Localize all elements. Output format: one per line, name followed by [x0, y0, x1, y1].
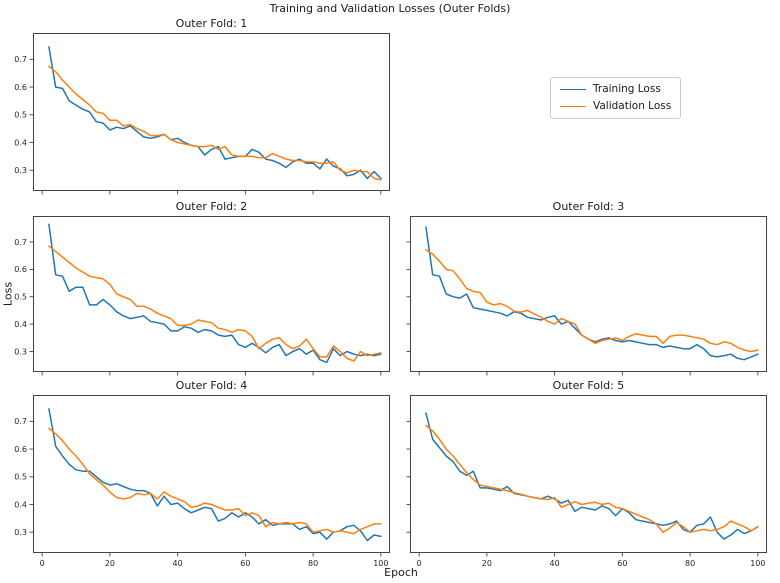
- subplot-4-title: Outer Fold: 4: [175, 379, 248, 392]
- svg-text:0.7: 0.7: [14, 238, 27, 247]
- subplot-outer-fold-2: Outer Fold: 2 0.3 0.4 0.5 0.6 0.7: [14, 200, 390, 376]
- svg-text:20: 20: [482, 559, 492, 568]
- svg-text:0.6: 0.6: [14, 83, 27, 92]
- svg-text:0.6: 0.6: [14, 265, 27, 274]
- subplot-outer-fold-5: Outer Fold: 5 0 20 40 60 80 100: [406, 379, 767, 568]
- legend-label-training-loss: Training Loss: [593, 83, 661, 95]
- svg-text:0: 0: [417, 559, 422, 568]
- svg-text:0: 0: [40, 559, 45, 568]
- svg-text:40: 40: [173, 559, 183, 568]
- svg-text:0.5: 0.5: [14, 473, 27, 482]
- x-axis-label: Epoch: [384, 566, 418, 579]
- legend-label-validation-loss: Validation Loss: [593, 100, 672, 112]
- svg-text:0.3: 0.3: [14, 347, 27, 356]
- svg-text:20: 20: [105, 559, 115, 568]
- subplot-3-title: Outer Fold: 3: [552, 200, 625, 213]
- training-loss-line: [48, 408, 382, 542]
- svg-text:100: 100: [373, 559, 388, 568]
- svg-text:0.4: 0.4: [14, 500, 27, 509]
- subplot-2-title: Outer Fold: 2: [175, 200, 248, 213]
- svg-text:60: 60: [617, 559, 627, 568]
- figure-title: Training and Validation Losses (Outer Fo…: [269, 2, 511, 15]
- training-loss-line: [425, 226, 759, 361]
- svg-text:0.3: 0.3: [14, 528, 27, 537]
- validation-loss-line: [425, 424, 759, 533]
- legend-item-training-loss: Training Loss: [560, 83, 671, 95]
- svg-text:100: 100: [750, 559, 765, 568]
- svg-text:80: 80: [685, 559, 695, 568]
- training-loss-line: [48, 223, 382, 364]
- subplot-outer-fold-3: Outer Fold: 3: [406, 200, 767, 376]
- svg-text:0.7: 0.7: [14, 417, 27, 426]
- validation-loss-line-swatch: [560, 105, 586, 107]
- subplot-5-plot-area: 0 20 40 60 80 100: [406, 395, 767, 568]
- subplot-outer-fold-1: Outer Fold: 1 0.3 0.4 0.5 0.6 0.7: [14, 17, 390, 195]
- legend-item-validation-loss: Validation Loss: [560, 100, 671, 112]
- svg-text:40: 40: [550, 559, 560, 568]
- svg-text:0.4: 0.4: [14, 138, 27, 147]
- svg-text:0.6: 0.6: [14, 445, 27, 454]
- validation-loss-line: [48, 65, 382, 181]
- subplot-4-plot-area: 0 20 40 60 80 100 0.3 0.4 0.5 0.6 0.7: [14, 395, 390, 568]
- y-axis-label: Loss: [1, 281, 15, 307]
- svg-text:80: 80: [308, 559, 318, 568]
- training-loss-line: [425, 412, 759, 540]
- legend: Training Loss Validation Loss: [550, 77, 682, 119]
- svg-text:0.5: 0.5: [14, 293, 27, 302]
- training-loss-line-swatch: [560, 88, 586, 90]
- svg-text:0.7: 0.7: [14, 55, 27, 64]
- svg-text:0.3: 0.3: [14, 166, 27, 175]
- validation-loss-line: [48, 245, 382, 362]
- validation-loss-line: [48, 427, 382, 535]
- subplot-1-plot-area: 0.3 0.4 0.5 0.6 0.7: [14, 33, 390, 195]
- svg-text:0.4: 0.4: [14, 320, 27, 329]
- subplot-outer-fold-4: Outer Fold: 4 0 20 40 60 80 100 0.3 0.4 0.5 0.6 0.…: [14, 379, 390, 568]
- subplot-5-title: Outer Fold: 5: [552, 379, 625, 392]
- validation-loss-line: [425, 248, 759, 353]
- svg-text:0.5: 0.5: [14, 111, 27, 120]
- subplot-2-plot-area: 0.3 0.4 0.5 0.6 0.7: [14, 216, 390, 376]
- svg-text:60: 60: [240, 559, 250, 568]
- subplot-3-plot-area: [406, 216, 767, 376]
- subplot-1-title: Outer Fold: 1: [175, 17, 248, 30]
